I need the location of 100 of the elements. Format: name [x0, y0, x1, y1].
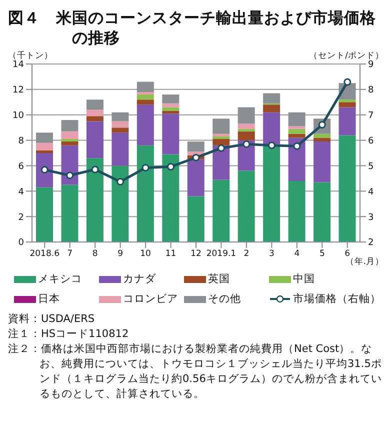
point [66, 172, 74, 180]
y-tick-label: 0 [18, 238, 24, 248]
y-tick-label: 12 [12, 86, 24, 96]
bar [187, 196, 204, 242]
point [217, 144, 225, 152]
x-axis-title: （年.月） [345, 256, 384, 268]
bar [238, 131, 255, 140]
bar [61, 145, 78, 185]
bar [263, 93, 280, 104]
point [142, 164, 150, 172]
bar [61, 120, 78, 132]
x-tick-label: 2 [244, 249, 250, 260]
bar [212, 118, 230, 134]
x-tick-label: 2018.6 [30, 249, 60, 260]
y-tick-label: 8 [18, 136, 24, 146]
x-tick-label: 9 [118, 249, 124, 260]
x-tick-label: 5 [319, 249, 325, 260]
y-tick-label: 6 [18, 162, 24, 172]
bar [314, 138, 331, 142]
legend-label: コロンビア [123, 292, 178, 306]
bar [162, 111, 180, 114]
point [293, 142, 301, 150]
bar [162, 154, 180, 242]
bar [112, 128, 129, 133]
y-tick-label: 2 [18, 212, 24, 223]
bar [162, 103, 180, 108]
text: 注２：価格は米国中西部市場における製粉業者の純費用（Net Cost）。なお、純費用については、トウモロコシ１ブッシェル当たり平均31.5ポンド（１キログラム当たり約0.56キログラム）のでん粉が含まれているものとして、計算されている。 [8, 342, 383, 402]
bar [314, 142, 331, 182]
bar [86, 100, 104, 110]
y2-tick-label: 4 [368, 187, 374, 198]
bar [136, 100, 154, 105]
bar [61, 131, 78, 140]
bar [238, 128, 255, 132]
point [344, 78, 352, 86]
point [268, 142, 276, 150]
bar [162, 94, 180, 104]
bar [212, 134, 230, 136]
point [167, 162, 175, 170]
bar [136, 145, 154, 242]
bar [238, 124, 255, 129]
bar [112, 112, 129, 122]
bar [36, 132, 53, 143]
text: 資料：USDA/ERS [8, 312, 96, 327]
x-tick-label: 12 [190, 249, 202, 260]
legend-label: 日本 [38, 292, 60, 306]
bar [136, 82, 154, 92]
bar [136, 104, 154, 146]
bar [263, 144, 280, 242]
y-tick-label: 10 [12, 111, 24, 122]
y-tick-label: 4 [18, 187, 24, 198]
bar [288, 134, 306, 138]
bar [36, 142, 53, 150]
x-tick-label: 7 [67, 249, 73, 260]
bar [86, 110, 104, 116]
bar [36, 153, 53, 188]
bar [36, 187, 53, 242]
legend-label: 中国 [293, 272, 316, 286]
bar [112, 121, 129, 128]
chart-title: 図４ 米国のコーンスターチ輸出量および市場価格の推移 [8, 8, 377, 48]
bar [212, 180, 230, 242]
bar [86, 121, 104, 158]
bar [288, 128, 306, 134]
x-tick-label: 4 [294, 249, 300, 260]
bar [338, 102, 356, 108]
y2-tick-label: 6 [368, 136, 374, 146]
point [91, 166, 99, 174]
bar [338, 135, 356, 242]
bar [212, 139, 230, 146]
bar [238, 170, 255, 242]
bar [61, 139, 78, 142]
text: 注１：HSコード110812 [8, 327, 130, 342]
bar [136, 92, 154, 95]
y2-tick-label: 5 [368, 162, 374, 172]
bar [288, 126, 306, 129]
bar [263, 112, 280, 144]
bar [338, 100, 356, 102]
point [242, 140, 250, 148]
bar [187, 159, 204, 196]
point [116, 178, 124, 186]
bar [212, 136, 230, 140]
bar [86, 158, 104, 242]
x-tick-label: 3 [268, 249, 274, 260]
bar [288, 180, 306, 242]
bar [314, 182, 331, 242]
legend-label: その他 [208, 292, 242, 306]
bar [112, 166, 129, 242]
legend-label: カナダ [123, 272, 156, 286]
y2-tick-label: 8 [368, 86, 374, 96]
y2-axis-title: （セント/ポンド） [309, 50, 384, 61]
bar [162, 107, 180, 112]
bar [61, 142, 78, 146]
point [192, 154, 200, 162]
y2-tick-label: 7 [368, 111, 374, 122]
bar [314, 134, 331, 138]
bar [61, 184, 78, 242]
y2-tick-label: 2 [368, 238, 374, 248]
bar [136, 94, 154, 100]
x-tick-label: 2019.1 [206, 249, 236, 260]
legend-label: 英国 [208, 272, 230, 286]
x-tick-label: 10 [140, 249, 151, 260]
